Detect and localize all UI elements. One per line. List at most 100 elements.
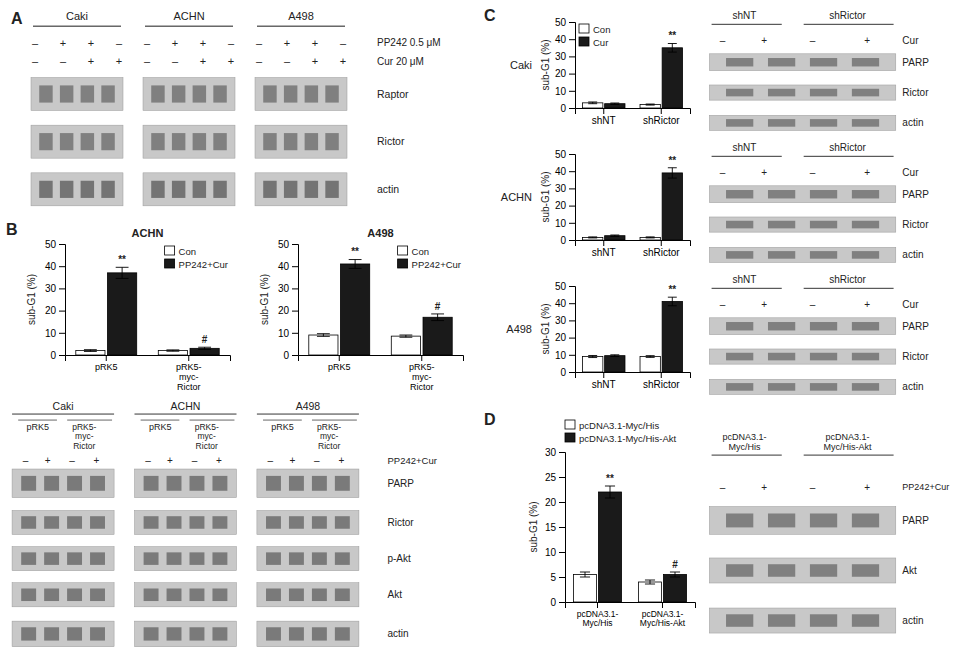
blot-band [151,133,164,150]
blot-band [39,85,52,102]
blot-band [193,181,206,198]
legend: ConPP242+Cur [165,246,228,270]
plot-area [583,168,683,240]
header-rule [145,26,233,27]
y-tick-label: 30 [278,283,290,294]
treatment-sign: + [116,55,122,67]
blot-band [810,251,837,259]
blot-band [44,552,59,565]
x-tick: shRictor [643,108,680,126]
blot-band [67,476,82,491]
y-tick: 50 [555,149,575,160]
legend-label: pcDNA3.1-Myc/His [579,420,659,431]
x-tick-label: pRK5 [328,362,351,372]
y-tick-label: 15 [545,522,557,533]
y-tick-label: 10 [555,218,567,229]
blot-membrane [709,85,895,100]
blot-band [810,89,837,97]
y-tick-mark [559,452,565,453]
error-bar [605,486,615,498]
bar [662,301,682,372]
blot-band [810,383,837,391]
y-axis: 01020304050 [555,149,576,246]
header-rule [190,420,235,421]
y-tick-mark [59,288,65,289]
blot-band [67,552,82,565]
row-title: ACHN [501,191,532,203]
treatment-sign: + [864,482,870,493]
y-axis-line [559,453,566,603]
blot-band [266,589,281,602]
y-tick-mark [559,552,565,553]
treatment-sign: – [32,55,39,67]
blot-band [852,564,879,577]
significance-mark: ** [118,254,126,265]
construct-label: pRK5-myc-Rictor [72,422,96,451]
blot-band [852,353,879,361]
blot-band [726,190,753,198]
x-axis: shNTshRictor [576,372,691,390]
blot-band [144,589,159,602]
blot-band [768,58,795,66]
y-axis-line [569,155,576,241]
blot-band [266,476,281,491]
blot-band [60,181,73,198]
blot-membrane [257,547,359,571]
y-axis: 01020304050 [555,17,576,114]
bar-chart: **#051015202530pcDNA3.1-Myc/HispcDNA3.1-… [528,420,696,629]
blot-row-label: PARP [902,57,929,68]
header-rule [712,156,782,157]
header-rule [712,24,782,25]
blot-band [39,133,52,150]
y-tick: 10 [555,86,575,97]
y-tick-mark [59,311,65,312]
blot-band [266,627,281,640]
bar-chart: **01020304050shNTshRictorsub-G1 (%)A498 [506,281,690,390]
header-rule [804,156,894,157]
y-tick-label: 0 [550,597,556,608]
treatment-sign: + [200,37,206,49]
blot-band [312,516,327,529]
annotations: **# [606,473,678,570]
x-axis: pcDNA3.1-Myc/HispcDNA3.1-Myc/His-Akt [566,602,696,628]
lane-group-label: shRictor [829,142,866,153]
treatment-sign: + [864,35,870,46]
annotations: **# [351,246,441,311]
y-tick-label: 10 [45,328,57,339]
blot-band [44,516,59,529]
y-tick: 40 [555,166,575,177]
error-bar [610,355,619,357]
y-tick-label: 20 [45,305,57,316]
y-tick-label: 10 [555,350,567,361]
error-bar [580,572,590,577]
x-tick-mark [339,355,340,361]
blot-row-label: Rictor [387,517,414,528]
chart-title: ACHN [132,227,164,239]
blot-band [726,513,753,527]
blot-band [726,251,753,259]
blot-band [810,58,837,66]
blot-membrane [709,349,895,364]
plot-area [583,297,683,372]
y-tick-mark [569,56,575,57]
y-axis-line [292,245,299,356]
lane-group-label: ACHN [171,400,201,412]
blot-band [190,627,205,640]
y-axis-title: sub-G1 (%) [540,39,551,90]
blot-band [190,552,205,565]
header-rule [12,414,114,415]
y-tick-label: 40 [45,261,57,272]
blot-membrane [709,379,895,394]
blot-membrane [709,115,895,130]
significance-mark: # [672,559,678,570]
y-tick-label: 0 [560,367,566,378]
lane-group-label: Caki [66,10,88,22]
significance-mark: ** [668,155,676,166]
y-tick-label: 20 [555,68,567,79]
y-tick: 0 [550,597,565,608]
lane-group-label: shNT [733,142,757,153]
error-bar [610,103,619,104]
significance-mark: ** [351,246,359,257]
blot-band [810,322,837,330]
blot-membrane [255,173,347,206]
